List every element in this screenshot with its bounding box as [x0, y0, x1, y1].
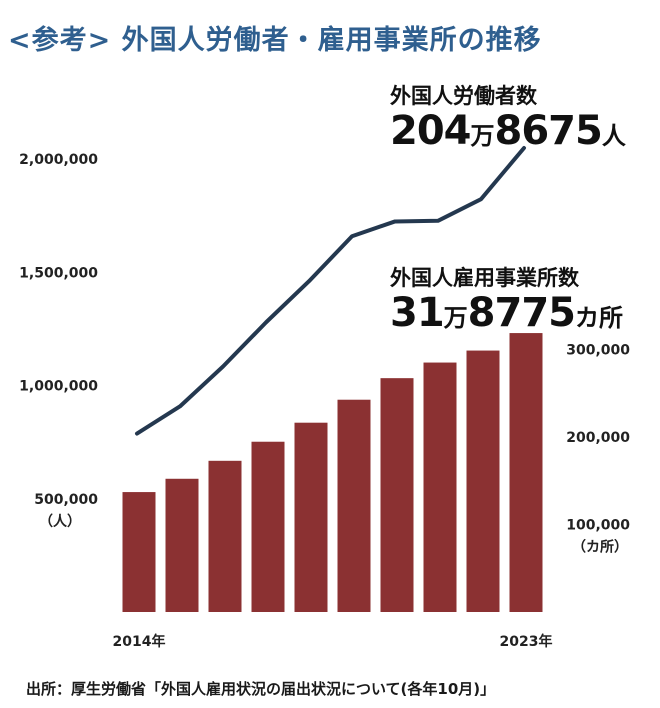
right-tick-label: 200,000 — [566, 430, 630, 446]
workers-annotation: 外国人労働者数 204万8675人 — [390, 80, 626, 154]
bar-2023 — [509, 333, 543, 612]
chart-title: <参考> 外国人労働者・雇用事業所の推移 — [8, 25, 542, 56]
line-series-workers — [135, 145, 526, 436]
offices-label: 外国人雇用事業所数 — [390, 266, 579, 290]
bar-2014 — [122, 492, 156, 612]
left-tick-label: 1,000,000 — [19, 379, 98, 395]
bar-2020 — [380, 378, 414, 612]
offices-value-d: カ所 — [575, 304, 623, 332]
x-tick-label: 2023年 — [500, 633, 553, 650]
offices-value-c: 8775 — [467, 290, 576, 336]
offices-value-b: 万 — [443, 304, 468, 332]
bar-2015 — [165, 478, 199, 612]
right-tick-label: 300,000 — [566, 343, 630, 359]
right-tick-label: 100,000 — [566, 518, 630, 534]
offices-annotation: 外国人雇用事業所数 31万8775カ所 — [390, 262, 623, 336]
bar-2017 — [251, 441, 285, 612]
offices-value-a: 31 — [390, 290, 445, 336]
workers-label: 外国人労働者数 — [390, 84, 537, 108]
bar-2021 — [423, 362, 457, 612]
bar-2019 — [337, 399, 371, 612]
bar-2016 — [208, 460, 242, 612]
workers-value-c: 8675 — [494, 108, 603, 154]
left-tick-label: 500,000 — [34, 492, 98, 508]
bar-2022 — [466, 350, 500, 612]
source-note: 出所：厚生労働省「外国人雇用状況の届出状況について(各年10月)」 — [26, 680, 496, 698]
workers-value-a: 204 — [390, 108, 471, 154]
workers-value-b: 万 — [470, 122, 495, 150]
left-tick-label: 2,000,000 — [19, 152, 98, 168]
workers-value-d: 人 — [601, 122, 626, 150]
left-axis-unit: （人） — [39, 513, 81, 530]
bar-2018 — [294, 422, 328, 612]
x-tick-label: 2014年 — [113, 633, 166, 650]
left-tick-label: 1,500,000 — [19, 265, 98, 281]
right-axis-unit: （カ所） — [572, 539, 628, 556]
